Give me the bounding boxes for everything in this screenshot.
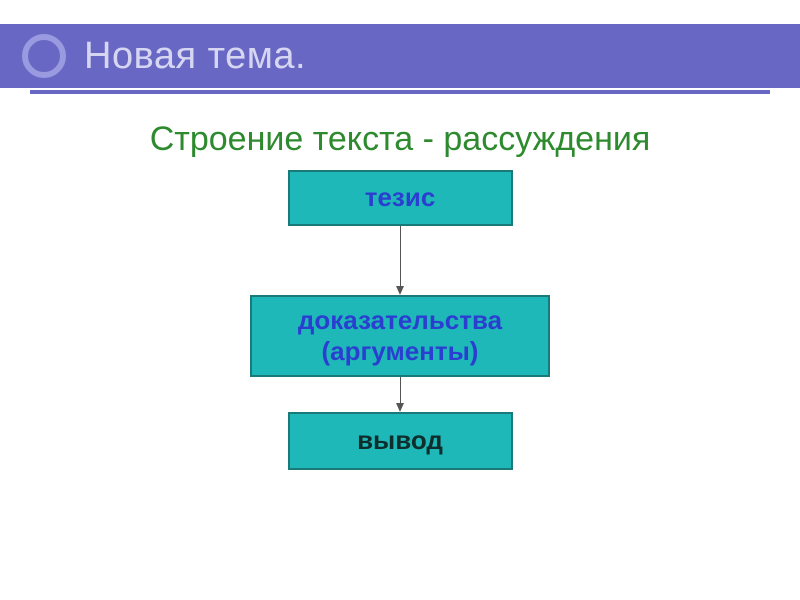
node-arguments-line2: (аргументы) <box>298 336 502 367</box>
node-thesis-label: тезис <box>365 182 436 213</box>
flow-diagram: тезис доказательства (аргументы) вывод <box>0 170 800 470</box>
arrow-line <box>400 377 401 403</box>
node-conclusion-label: вывод <box>357 425 443 456</box>
slide-header: Новая тема. <box>0 24 800 88</box>
node-arguments-label: доказательства (аргументы) <box>298 305 502 367</box>
arrow-head-icon <box>396 286 404 295</box>
arrow-line <box>400 226 401 286</box>
arrow-down-icon <box>396 226 404 295</box>
node-thesis: тезис <box>288 170 513 226</box>
slide-title: Новая тема. <box>84 35 306 78</box>
slide-subtitle: Строение текста - рассуждения <box>0 120 800 159</box>
arrow-down-icon <box>396 377 404 412</box>
node-arguments: доказательства (аргументы) <box>250 295 550 377</box>
header-underline <box>30 90 770 94</box>
arrow-head-icon <box>396 403 404 412</box>
node-arguments-line1: доказательства <box>298 305 502 336</box>
header-bullet-icon <box>22 34 66 78</box>
node-conclusion: вывод <box>288 412 513 470</box>
